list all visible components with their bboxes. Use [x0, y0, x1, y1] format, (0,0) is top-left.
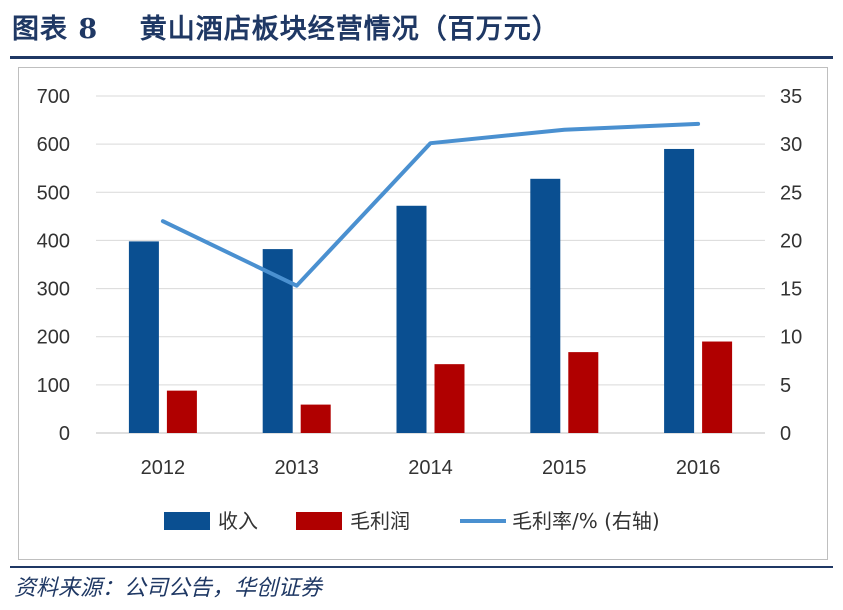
margin-line	[160, 121, 701, 288]
header-rule	[10, 56, 833, 59]
right-axis-tick-label: 10	[780, 327, 802, 349]
right-axis-tick-label: 5	[780, 375, 791, 397]
left-axis-tick-label: 500	[37, 182, 70, 204]
left-axis-tick-label: 100	[37, 375, 70, 397]
right-axis-tick-label: 0	[780, 423, 791, 445]
left-axis-ticks: 0 100 200 300 400 500 600 700	[37, 86, 70, 445]
left-axis-tick-label: 700	[37, 86, 70, 108]
legend-label-margin: 毛利率/% (右轴)	[512, 509, 660, 533]
category-tick-label: 2015	[542, 457, 587, 479]
figure-title: 图表 8 黄山酒店板块经营情况（百万元）	[12, 10, 560, 50]
category-tick-label: 2016	[676, 457, 721, 479]
right-axis-tick-label: 35	[780, 86, 802, 108]
gridlines	[96, 95, 765, 434]
footer-rule	[10, 566, 833, 568]
category-axis: 2012 2013 2014 2015 2016	[141, 457, 721, 479]
bar-revenue	[396, 205, 427, 433]
bar-gross-profit	[434, 364, 465, 433]
bar-gross-profit	[568, 352, 599, 433]
bar-gross-profit	[702, 341, 733, 433]
category-tick-label: 2014	[408, 457, 453, 479]
bar-gross-profit	[166, 390, 197, 433]
left-axis-tick-label: 200	[37, 327, 70, 349]
right-axis-tick-label: 20	[780, 230, 802, 252]
right-axis-tick-label: 30	[780, 134, 802, 156]
line-series	[160, 121, 701, 288]
right-axis-tick-label: 15	[780, 279, 802, 301]
figure-label: 图表 8	[12, 14, 99, 45]
bar-revenue	[128, 241, 159, 433]
source-note: 资料来源：公司公告，华创证券	[14, 576, 323, 601]
chart-panel	[18, 67, 828, 560]
left-axis-tick-label: 300	[37, 279, 70, 301]
left-axis-tick-label: 0	[59, 423, 70, 445]
bar-revenue	[530, 178, 561, 433]
legend-swatch-revenue	[164, 512, 210, 530]
category-tick-label: 2012	[141, 457, 186, 479]
bar-revenue	[664, 148, 695, 433]
right-axis-ticks: 0 5 10 15 20 25 30 35	[780, 86, 802, 445]
left-axis-tick-label: 600	[37, 134, 70, 156]
legend: 收入 毛利润 毛利率/% (右轴)	[164, 509, 660, 533]
legend-label-gross-profit: 毛利润	[350, 509, 410, 533]
chart-title: 黄山酒店板块经营情况（百万元）	[139, 14, 560, 45]
category-tick-label: 2013	[274, 457, 319, 479]
bar-gross-profit	[300, 404, 331, 433]
left-axis-tick-label: 400	[37, 230, 70, 252]
bar-marks	[128, 148, 733, 433]
legend-label-revenue: 收入	[218, 509, 258, 533]
legend-swatch-gross-profit	[296, 512, 342, 530]
right-axis-tick-label: 25	[780, 182, 802, 204]
